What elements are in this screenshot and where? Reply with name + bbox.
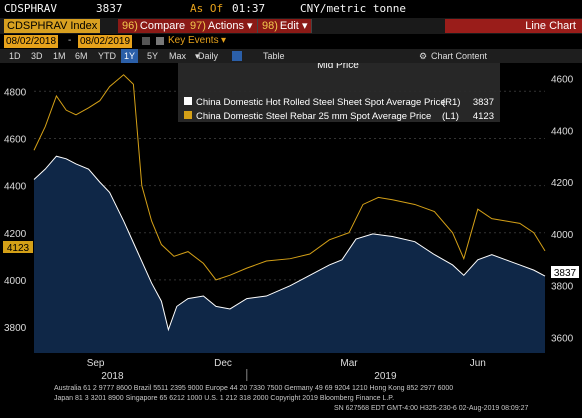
frequency-select[interactable]: Daily ▾ [192,49,218,63]
right-tick-label: 3600 [551,333,574,344]
x-tick-label: Jun [470,358,486,369]
x-tick-label: Dec [214,358,232,369]
legend-swatch-hot-rolled [184,97,192,105]
right-tick-label: 3800 [551,282,574,293]
period-tabs: 1D 3D 1M 6M YTD 1Y 5Y Max Daily ▾ Table … [0,49,582,63]
left-last-value-label: 4123 [7,243,30,254]
compare-button[interactable]: 96) Compare [118,19,191,33]
security-name: CDSPHRAV [4,2,57,15]
tab-3d[interactable]: 3D [31,51,43,61]
legend-title: Mid Price [317,63,359,71]
tab-1m[interactable]: 1M [53,51,66,61]
left-tick-label: 4000 [4,276,27,287]
legend-box [178,63,500,122]
x-tick-label: Mar [340,358,358,369]
edit-label: Edit [279,20,299,32]
checkbox-icon[interactable] [156,37,164,45]
legend-entry-hot-rolled-name: China Domestic Hot Rolled Steel Sheet Sp… [196,97,446,108]
legend-entry-rebar-value: 4123 [473,111,494,122]
date-range-bar: 08/02/2018 - 08/02/2019 Key Events ▾ [0,34,582,49]
legend-entry-hot-rolled-value: 3837 [473,97,494,108]
actions-button[interactable]: 97) Actions ▾ [186,19,258,33]
hot-rolled-series-line [33,155,546,332]
command-bar: CDSPHRAV Index 96) Compare 97) Actions ▾ 9… [0,18,582,34]
actions-number: 97) [190,20,206,32]
actions-label: Actions [207,20,244,32]
chevron-down-icon: ▾ [301,20,308,32]
left-last-value-flag [3,241,33,253]
title-bar: CDSPHRAV 3837 As Of 01:37 CNY/metric ton… [0,0,582,18]
calendar-icon[interactable] [142,37,150,45]
x-axis: Sep Dec Mar Jun 2018 2019 [87,358,486,381]
as-of-time: 01:37 [232,2,266,15]
footer: Australia 61 2 9777 8600 Brazil 5511 239… [0,381,582,418]
compare-label: Compare [139,20,186,32]
line-chart-icon[interactable] [232,51,242,61]
right-tick-label: 4000 [551,230,574,241]
tab-5y[interactable]: 5Y [147,51,159,61]
right-tick-label: 4200 [551,178,574,189]
ticker-field[interactable]: CDSPHRAV Index [4,19,101,33]
footer-contacts-2: Japan 81 3 3201 8900 Singapore 65 6212 1… [54,395,395,402]
legend-entry-hot-rolled-axis: (R1) [442,97,460,108]
chevron-down-icon: ▾ [247,20,253,32]
left-tick-label: 4200 [4,229,27,240]
right-tick-label: 4600 [551,75,574,86]
price-chart: 3800 4000 4200 4400 4600 4800 3600 3800 4000 420… [0,63,582,381]
left-tick-label: 4400 [4,182,27,193]
left-tick-label: 4600 [4,134,27,145]
key-events-label[interactable]: Key Events [168,35,219,46]
units-label: CNY/metric tonne [300,2,406,15]
right-tick-label: 4400 [551,126,574,137]
right-last-value-label: 3837 [554,268,577,279]
end-date-input[interactable]: 08/02/2019 [78,35,133,48]
rebar-series-line [33,74,546,281]
legend-swatch-rebar [184,111,192,119]
x-year-label: 2019 [374,371,397,381]
tab-1y[interactable]: 1Y [121,49,139,63]
footer-contacts: Australia 61 2 9777 8600 Brazil 5511 239… [54,385,454,392]
right-axis: 3600 3800 4000 4200 4400 4600 [551,75,574,345]
left-tick-label: 4800 [4,87,27,98]
date-separator: - [68,35,72,46]
compare-number: 96) [122,20,138,32]
as-of-label: As Of [190,2,224,15]
table-button[interactable]: Table [263,51,285,61]
legend-entry-rebar-name: China Domestic Steel Rebar 25 mm Spot Av… [196,111,431,122]
tab-ytd[interactable]: YTD [98,51,116,61]
tab-max[interactable]: Max [169,51,187,61]
last-value: 3837 [96,2,123,15]
start-date-input[interactable]: 08/02/2018 [4,35,59,48]
footer-session: SN 627568 EDT GMT-4:00 H325-230-6 02-Aug… [334,405,529,412]
x-tick-label: Sep [87,358,105,369]
left-tick-label: 3800 [4,323,27,334]
right-last-value-flag [551,266,579,278]
x-year-label: 2018 [101,371,124,381]
edit-number: 98) [262,20,278,32]
chart-content-button[interactable]: Chart Content [431,51,488,61]
left-axis: 3800 4000 4200 4400 4600 4800 [4,87,27,334]
edit-button[interactable]: 98) Edit ▾ [258,19,313,33]
gear-icon[interactable]: ⚙ [419,51,428,61]
chevron-down-icon[interactable]: ▾ [221,35,227,46]
chart-type-label[interactable]: Line Chart [445,19,582,33]
tab-6m[interactable]: 6M [75,51,88,61]
tab-1d[interactable]: 1D [9,51,21,61]
frequency-label: Daily [198,51,219,61]
legend-entry-rebar-axis: (L1) [442,111,459,122]
